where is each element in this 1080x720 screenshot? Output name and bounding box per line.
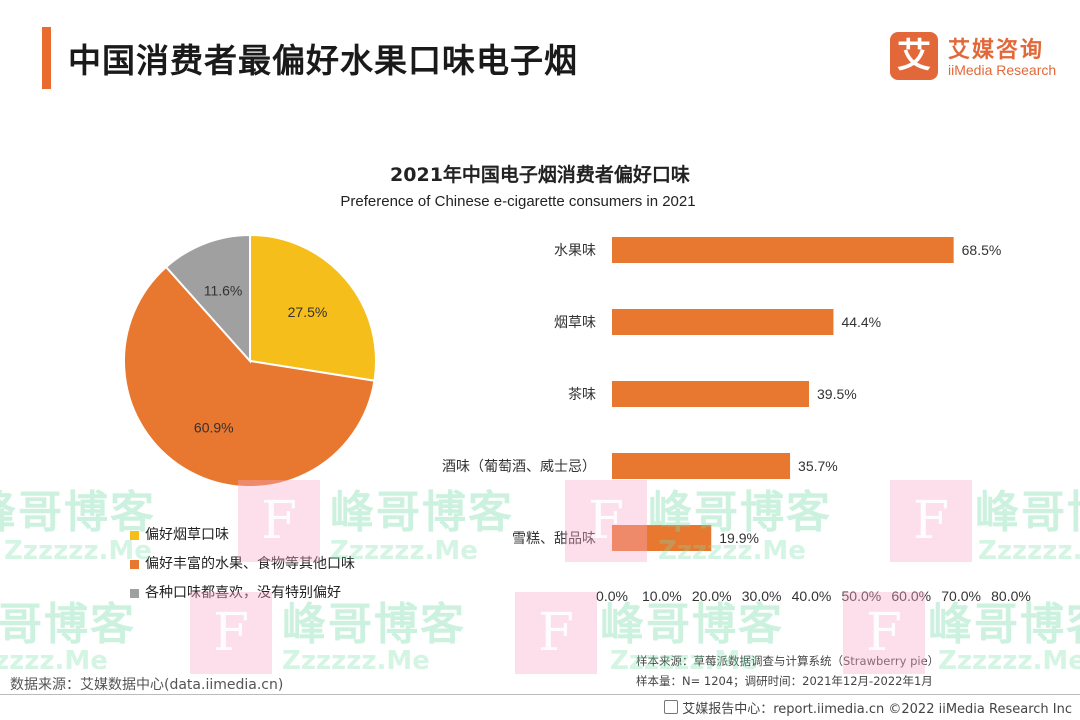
legend-swatch (130, 530, 139, 540)
legend-label: 偏好丰富的水果、食物等其他口味 (145, 556, 355, 572)
pie-legend: 偏好烟草口味 偏好丰富的水果、食物等其他口味 各种口味都喜欢，没有特别偏好 (130, 524, 355, 611)
pie-slice (249, 233, 377, 382)
watermark-mark: F (238, 480, 320, 562)
watermark-mark: F (190, 592, 272, 674)
sample-size: 样本量：N= 1204；调研时间：2021年12月-2022年1月 (636, 674, 933, 688)
x-tick-label: 30.0% (742, 588, 782, 604)
bar-data-label: 35.7% (798, 458, 838, 474)
bar (612, 237, 954, 263)
sample-source: 样本来源：草莓派数据调查与计算系统（Strawberry pie） (636, 654, 940, 668)
legend-item-tobacco: 偏好烟草口味 (130, 524, 355, 547)
bar (612, 309, 834, 335)
iimedia-logo: 艾 艾媒咨询 iiMedia Research (890, 30, 1070, 90)
page-title: 中国消费者最偏好水果口味电子烟 (68, 41, 578, 80)
bar-data-label: 44.4% (841, 314, 881, 330)
logo-mark: 艾 (890, 32, 938, 80)
x-tick-label: 60.0% (891, 588, 931, 604)
watermark-mark: F (565, 480, 647, 562)
pie-data-label: 60.9% (194, 419, 234, 435)
pie-data-label: 27.5% (288, 304, 328, 320)
bar-data-label: 19.9% (719, 530, 759, 546)
pie-slice (123, 265, 376, 488)
watermark-mark: F (843, 592, 925, 674)
legend-swatch (130, 559, 139, 569)
report-credit: 艾媒报告中心：report.iimedia.cn ©2022 iiMedia R… (664, 698, 1072, 717)
legend-label: 各种口味都喜欢，没有特别偏好 (145, 585, 341, 601)
x-tick-label: 70.0% (941, 588, 981, 604)
title-accent-bar (42, 27, 51, 89)
bar-data-label: 39.5% (817, 386, 857, 402)
credit-text: 艾媒报告中心：report.iimedia.cn ©2022 iiMedia R… (682, 702, 1072, 717)
logo-cn-text: 艾媒咨询 (948, 38, 1045, 63)
x-tick-label: 20.0% (692, 588, 732, 604)
chart-title: 2021年中国电子烟消费者偏好口味 (390, 164, 690, 186)
watermark-mark: F (890, 480, 972, 562)
x-tick-label: 50.0% (842, 588, 882, 604)
sample-note: 样本来源：草莓派数据调查与计算系统（Strawberry pie） 样本量：N=… (636, 651, 939, 691)
pie-slice (164, 233, 251, 364)
legend-item-no-preference: 各种口味都喜欢，没有特别偏好 (130, 582, 355, 605)
legend-swatch (130, 588, 139, 598)
bar-category-label: 烟草味 (554, 315, 596, 331)
chart-subtitle: Preference of Chinese e-cigarette consum… (340, 193, 696, 210)
x-tick-label: 80.0% (991, 588, 1031, 604)
pie-data-label: 11.6% (204, 282, 243, 298)
bar-category-label: 酒味（葡萄酒、威士忌） (442, 459, 596, 475)
x-tick-label: 0.0% (596, 588, 628, 604)
legend-item-fruit-food: 偏好丰富的水果、食物等其他口味 (130, 553, 355, 576)
x-tick-label: 40.0% (792, 588, 832, 604)
bar (612, 381, 810, 407)
bar-category-label: 水果味 (554, 243, 596, 259)
legend-label: 偏好烟草口味 (145, 527, 229, 543)
logo-en-text: iiMedia Research (948, 62, 1057, 78)
footer-divider (0, 694, 1080, 695)
report-icon (664, 700, 679, 714)
bar-category-label: 茶味 (568, 387, 596, 403)
data-source: 数据来源：艾媒数据中心(data.iimedia.cn) (10, 677, 284, 693)
bar-data-label: 68.5% (962, 242, 1002, 258)
bar (612, 525, 712, 551)
bar (612, 453, 791, 479)
watermark-mark: F (515, 592, 597, 674)
x-tick-label: 10.0% (642, 588, 682, 604)
bar-category-label: 雪糕、甜品味 (512, 531, 596, 547)
